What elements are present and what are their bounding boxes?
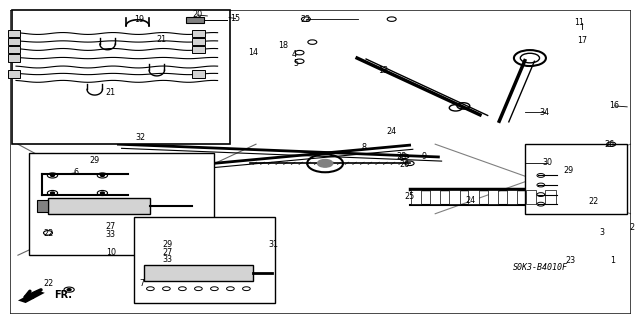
Bar (192, 70, 205, 78)
Text: 18: 18 (278, 41, 289, 50)
Text: 27: 27 (163, 248, 173, 257)
Bar (37, 200, 48, 212)
Bar (134, 217, 275, 303)
Bar (8, 46, 20, 53)
Text: 24: 24 (387, 127, 397, 136)
Text: 24: 24 (465, 196, 476, 205)
Text: 31: 31 (269, 241, 279, 249)
Text: 26: 26 (399, 160, 410, 169)
Bar (48, 198, 150, 214)
Bar (144, 265, 253, 281)
Text: 28: 28 (397, 152, 407, 161)
Bar (192, 38, 205, 45)
Text: 21: 21 (157, 35, 167, 44)
Text: 8: 8 (361, 143, 366, 152)
Circle shape (67, 289, 71, 291)
Bar (507, 190, 517, 204)
Circle shape (51, 174, 54, 176)
Text: 33: 33 (105, 230, 115, 239)
Text: 3: 3 (599, 228, 604, 237)
Text: 16: 16 (609, 101, 620, 110)
Text: 22: 22 (43, 279, 53, 288)
Bar (192, 30, 205, 37)
Text: 6: 6 (73, 168, 78, 177)
Text: 32: 32 (136, 133, 146, 142)
Text: 29: 29 (563, 166, 573, 175)
Text: 5: 5 (294, 59, 299, 68)
Text: 2: 2 (630, 223, 635, 232)
Text: 13: 13 (378, 66, 388, 75)
Text: 7: 7 (140, 279, 145, 288)
Text: 17: 17 (577, 36, 588, 45)
Text: 34: 34 (539, 108, 549, 117)
Circle shape (317, 160, 333, 167)
Bar (8, 54, 20, 62)
Text: 21: 21 (106, 88, 116, 97)
Bar (526, 190, 536, 204)
Bar (29, 153, 214, 255)
Bar (12, 10, 230, 144)
Bar (449, 190, 460, 204)
Bar (411, 190, 421, 204)
Text: 26: 26 (604, 140, 614, 149)
Text: 27: 27 (106, 222, 116, 231)
Text: 29: 29 (90, 156, 100, 165)
Text: 4: 4 (292, 50, 297, 59)
Text: 10: 10 (106, 248, 116, 256)
Text: 23: 23 (566, 256, 576, 265)
Text: 20: 20 (192, 10, 202, 19)
Text: 29: 29 (163, 241, 173, 249)
Text: 33: 33 (163, 256, 173, 264)
Bar (8, 70, 20, 78)
Text: FR.: FR. (54, 290, 72, 300)
Bar (468, 190, 479, 204)
Text: 15: 15 (230, 14, 241, 23)
Bar (8, 38, 20, 45)
Text: 1: 1 (611, 256, 616, 265)
Circle shape (100, 192, 104, 194)
Bar (488, 190, 498, 204)
Text: 22: 22 (43, 229, 53, 238)
Bar (186, 17, 204, 23)
Text: 14: 14 (248, 48, 258, 57)
Polygon shape (18, 290, 45, 303)
Bar (545, 190, 556, 204)
Bar (430, 190, 440, 204)
Text: 19: 19 (134, 15, 145, 24)
Text: 30: 30 (542, 158, 552, 167)
Text: S0K3-B4010F: S0K3-B4010F (513, 263, 568, 272)
Text: 11: 11 (574, 18, 584, 27)
Bar (525, 144, 627, 214)
Circle shape (100, 174, 104, 176)
Text: 25: 25 (404, 192, 415, 201)
Bar (8, 30, 20, 37)
Text: 22: 22 (589, 197, 599, 206)
Circle shape (51, 192, 54, 194)
Text: 22: 22 (301, 15, 311, 24)
Bar (192, 46, 205, 53)
Text: 9: 9 (422, 152, 427, 161)
